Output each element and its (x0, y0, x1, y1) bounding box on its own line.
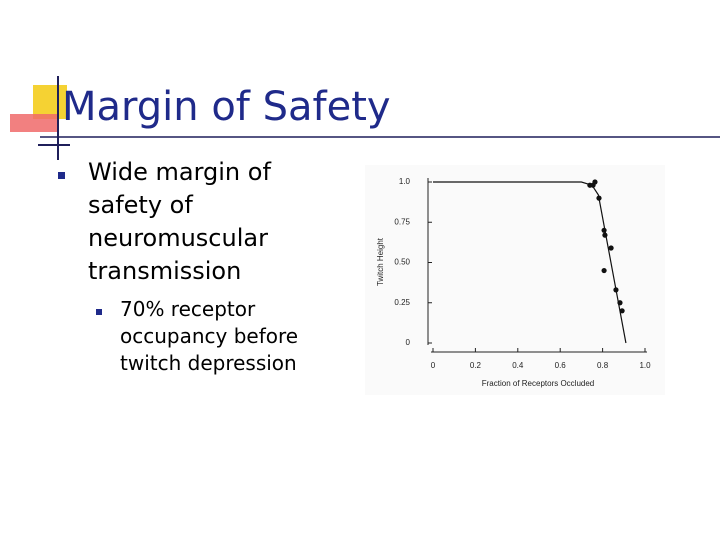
y-tick-label: 1.0 (399, 177, 411, 186)
sub-bullet-marker (96, 309, 102, 315)
deco-yellow (33, 85, 67, 119)
bullet-text: Wide margin of safety of neuromuscular t… (88, 158, 271, 285)
x-tick-label: 0 (431, 361, 436, 370)
data-point (601, 267, 607, 274)
x-tick-label: 0.8 (597, 361, 609, 370)
sub-bullet-text: 70% receptor occupancy before twitch dep… (120, 297, 299, 375)
x-axis-label: Fraction of Receptors Occluded (482, 379, 595, 388)
fit-line (433, 181, 627, 344)
deco-red (10, 114, 58, 132)
data-point (619, 308, 625, 314)
y-tick-label: 0.50 (394, 258, 410, 267)
data-point (592, 179, 598, 185)
slide-title: Margin of Safety (62, 84, 391, 130)
y-tick-label: 0 (406, 338, 411, 347)
x-tick-label: 0.6 (555, 361, 567, 370)
x-tick-label: 1.0 (639, 361, 651, 370)
data-point (608, 245, 614, 251)
x-tick-label: 0.2 (470, 361, 482, 370)
chart-background (365, 165, 665, 395)
chart: 0 0.25 0.50 0.75 1.0 0 0.2 0.4 0.6 0.8 1.0 Fraction… (376, 177, 651, 388)
x-tick-label: 0.4 (512, 361, 524, 370)
bullet-marker (58, 172, 65, 179)
y-tick-label: 0.25 (394, 298, 410, 307)
y-axis-label: Twitch Height (376, 237, 385, 286)
y-tick-label: 0.75 (394, 217, 410, 226)
